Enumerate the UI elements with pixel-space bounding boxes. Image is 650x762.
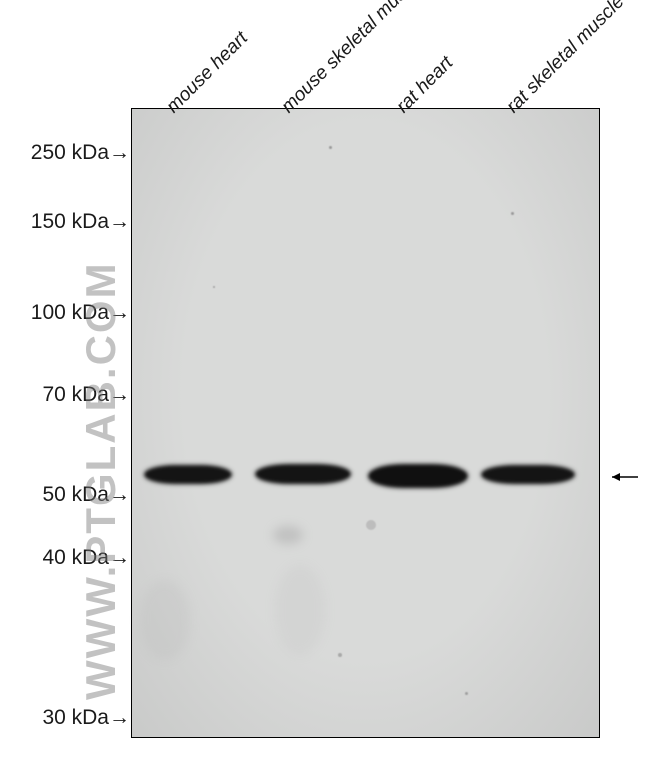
smudge xyxy=(140,580,190,660)
mw-text: 40 kDa xyxy=(42,546,109,569)
protein-band xyxy=(369,465,467,487)
speck xyxy=(465,692,468,695)
mw-marker: 100 kDa→ xyxy=(31,301,130,325)
figure-container: mouse heart mouse skeletal muscle rat he… xyxy=(0,0,650,762)
mw-text: 50 kDa xyxy=(42,483,109,506)
mw-marker: 50 kDa→ xyxy=(42,483,130,507)
speck xyxy=(213,286,215,288)
protein-band xyxy=(145,466,231,483)
mw-marker: 40 kDa→ xyxy=(42,546,130,570)
speck xyxy=(366,520,376,530)
smudge xyxy=(273,526,303,544)
protein-band xyxy=(256,465,350,483)
arrow-right-icon: → xyxy=(109,546,130,570)
watermark-text: WWW.PTGLAB.COM xyxy=(77,261,125,700)
mw-marker: 150 kDa→ xyxy=(31,210,130,234)
speck xyxy=(511,212,514,215)
mw-text: 70 kDa xyxy=(42,383,109,406)
smudge xyxy=(275,565,325,655)
arrow-left-icon xyxy=(608,469,640,490)
mw-text: 250 kDa xyxy=(31,141,109,164)
lane-label: mouse heart xyxy=(162,28,252,118)
arrow-right-icon: → xyxy=(109,210,130,234)
mw-marker: 250 kDa→ xyxy=(31,141,130,165)
mw-text: 150 kDa xyxy=(31,210,109,233)
arrow-right-icon: → xyxy=(109,141,130,165)
lane-label: rat skeletal muscle xyxy=(502,0,629,118)
mw-marker: 30 kDa→ xyxy=(42,706,130,730)
arrow-right-icon: → xyxy=(109,383,130,407)
mw-text: 30 kDa xyxy=(42,706,109,729)
mw-marker: 70 kDa→ xyxy=(42,383,130,407)
arrow-right-icon: → xyxy=(109,706,130,730)
arrow-right-icon: → xyxy=(109,301,130,325)
blot-membrane xyxy=(131,108,600,738)
arrow-right-icon: → xyxy=(109,483,130,507)
speck xyxy=(338,653,342,657)
protein-band xyxy=(482,466,574,483)
speck xyxy=(329,146,332,149)
mw-text: 100 kDa xyxy=(31,301,109,324)
